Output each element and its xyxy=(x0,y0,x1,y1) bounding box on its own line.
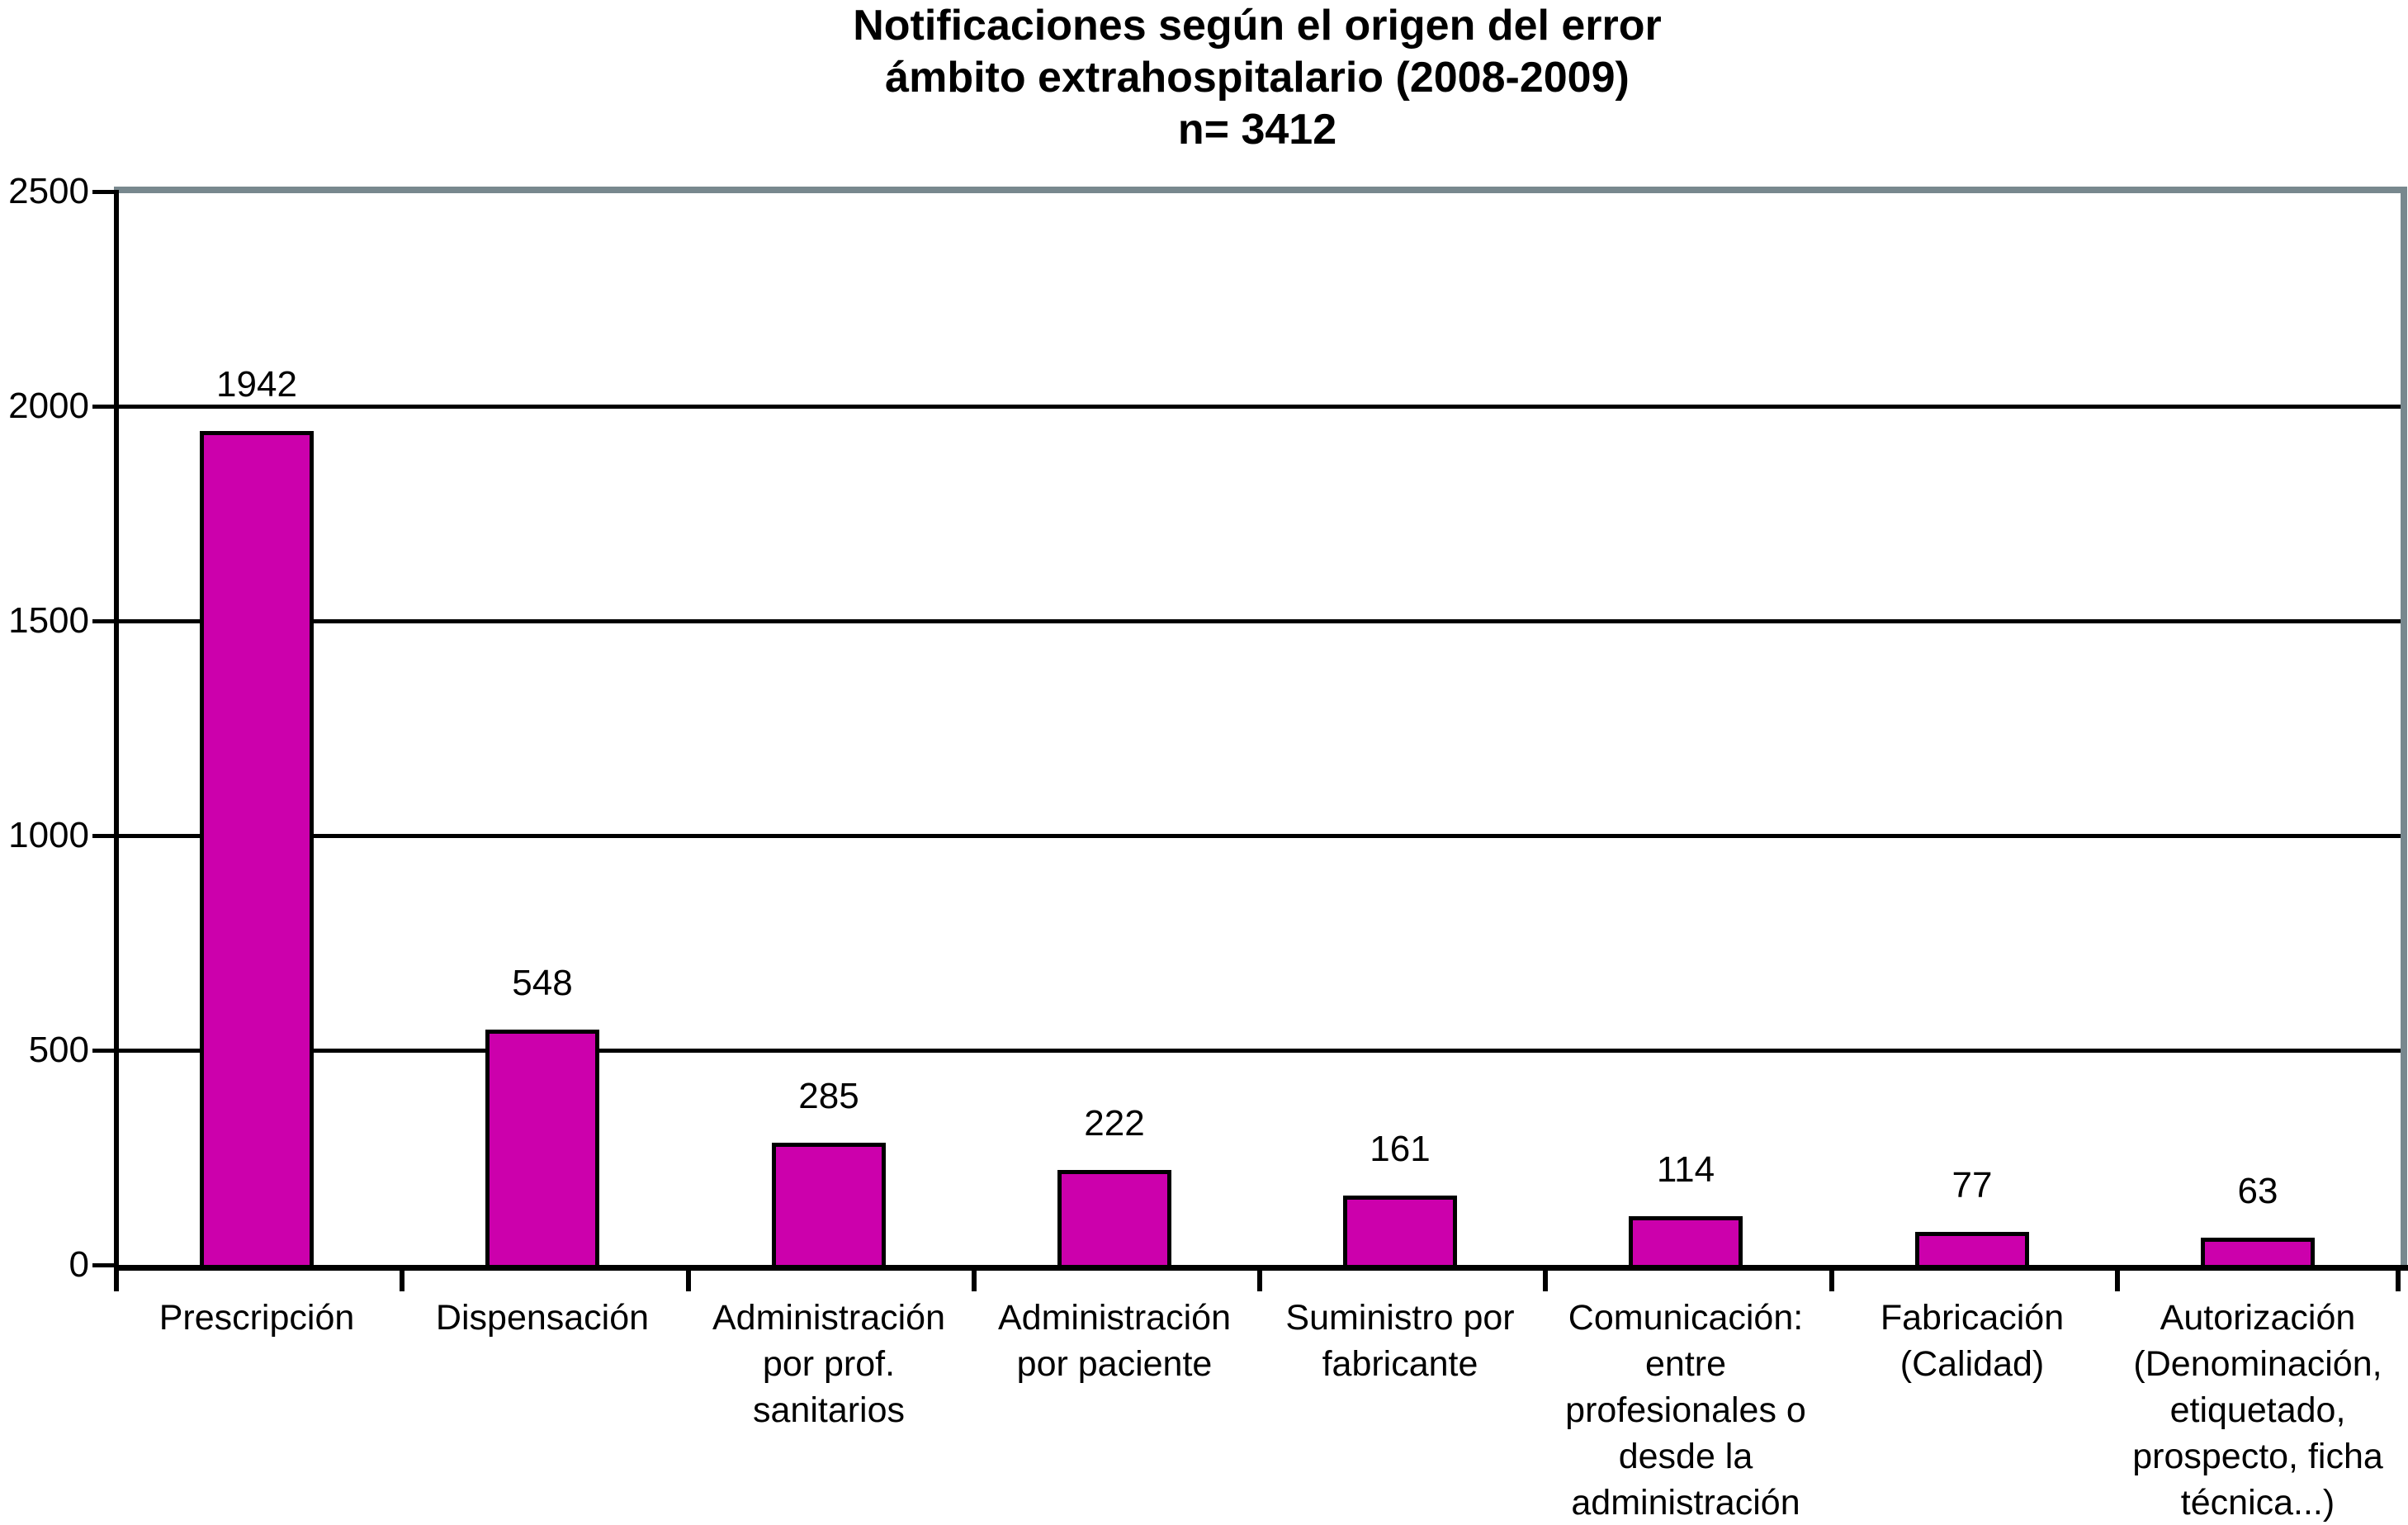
bar-3 xyxy=(772,1143,886,1265)
category-label: Administración por paciente xyxy=(998,1298,1231,1384)
y-axis-tick-500 xyxy=(92,1049,114,1053)
y-axis-tick-1000 xyxy=(92,834,114,838)
bar-value-label: 114 xyxy=(1656,1149,1715,1190)
gridline-1500 xyxy=(119,619,2401,623)
bar-6 xyxy=(1629,1216,1743,1265)
chart-title-line-3: n= 3412 xyxy=(1177,106,1337,154)
bar-value-label: 222 xyxy=(1084,1103,1145,1144)
y-axis-tick-label-0: 0 xyxy=(69,1244,89,1285)
y-axis-tick-label-1000: 1000 xyxy=(8,815,89,855)
bar-2 xyxy=(485,1030,599,1265)
category-label: Autorización (Denominación, etiquetado, … xyxy=(2132,1298,2383,1523)
category-label: Fabricación (Calidad) xyxy=(1880,1298,2065,1384)
bar-1 xyxy=(200,431,314,1265)
bar-5 xyxy=(1343,1196,1457,1265)
x-axis-tick xyxy=(686,1265,691,1291)
gridline-1000 xyxy=(119,834,2401,838)
x-axis-tick xyxy=(2115,1265,2120,1291)
x-axis-tick xyxy=(1543,1265,1548,1291)
x-axis-tick xyxy=(400,1265,404,1291)
category-label: Dispensación xyxy=(435,1298,650,1338)
y-axis-tick-label-1500: 1500 xyxy=(8,600,89,641)
bar-value-label: 548 xyxy=(512,963,573,1003)
x-axis-tick xyxy=(1257,1265,1262,1291)
x-axis-tick xyxy=(114,1265,119,1291)
category-label: Prescripción xyxy=(158,1298,355,1338)
category-label: Administración por prof. sanitarios xyxy=(712,1298,945,1430)
category-label: Comunicación: entre profesionales o desd… xyxy=(1565,1298,1806,1523)
x-axis-tick xyxy=(972,1265,977,1291)
bar-value-label: 1942 xyxy=(216,364,297,405)
chart-title-line-2: ámbito extrahospitalario (2008-2009) xyxy=(885,54,1630,102)
bar-value-label: 161 xyxy=(1370,1129,1431,1169)
bar-4 xyxy=(1057,1170,1171,1265)
chart-title-line-1: Notificaciones según el origen del error xyxy=(853,2,1662,50)
category-label: Suministro por fabricante xyxy=(1285,1298,1515,1384)
gridline-2000 xyxy=(119,405,2401,409)
bar-8 xyxy=(2201,1238,2315,1265)
bar-7 xyxy=(1915,1232,2029,1265)
bar-value-label: 285 xyxy=(798,1076,859,1116)
y-axis-line xyxy=(114,190,119,1265)
y-axis-tick-label-500: 500 xyxy=(28,1030,89,1070)
y-axis-tick-0 xyxy=(92,1263,114,1267)
y-axis-tick-2000 xyxy=(92,405,114,409)
chart-title: Notificaciones según el origen del error… xyxy=(114,0,2401,156)
plot-frame-right-line xyxy=(2401,187,2407,1265)
bar-value-label: 77 xyxy=(1951,1165,1993,1205)
y-axis-tick-2500 xyxy=(92,190,114,194)
gridline-500 xyxy=(119,1049,2401,1053)
y-axis-tick-label-2000: 2000 xyxy=(8,386,89,426)
x-axis-tick xyxy=(2396,1265,2401,1291)
bar-value-label: 63 xyxy=(2237,1171,2278,1211)
y-axis-tick-1500 xyxy=(92,619,114,623)
y-axis-tick-label-2500: 2500 xyxy=(8,171,89,211)
x-axis-tick xyxy=(1829,1265,1834,1291)
plot-frame-top-line xyxy=(114,187,2407,193)
